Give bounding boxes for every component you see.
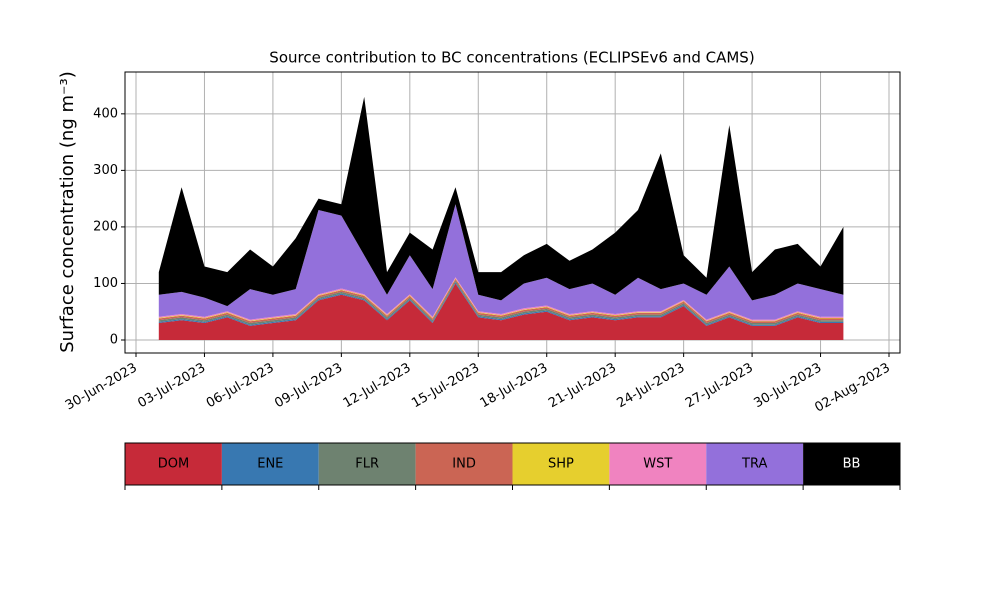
x-tick-label: 03-Jul-2023 xyxy=(135,361,208,412)
y-tick-label: 400 xyxy=(93,106,118,121)
area xyxy=(158,96,844,307)
y-tick-label: 100 xyxy=(93,276,118,291)
legend-label: WST xyxy=(643,457,672,472)
x-tick-label: 15-Jul-2023 xyxy=(409,361,482,412)
legend-swatch xyxy=(125,443,222,485)
chart-title: Source contribution to BC concentrations… xyxy=(269,49,754,67)
legend-label: TRA xyxy=(741,457,767,472)
area xyxy=(158,204,844,320)
legend-label: ENE xyxy=(257,457,283,472)
legend-label: BB xyxy=(843,457,861,472)
x-tick-label: 24-Jul-2023 xyxy=(615,361,688,412)
legend-swatch xyxy=(318,443,416,485)
legend-swatch xyxy=(221,443,319,485)
x-tick-label: 30-Jun-2023 xyxy=(63,361,140,414)
y-axis-label: Surface concentration (ng m⁻³) xyxy=(57,71,78,353)
x-tick-label: 27-Jul-2023 xyxy=(683,361,756,412)
legend-swatch xyxy=(609,443,707,485)
legend-swatch xyxy=(803,443,900,485)
legend-label: SHP xyxy=(548,457,574,472)
x-tick-label: 02-Aug-2023 xyxy=(812,361,892,416)
x-tick-label: 21-Jul-2023 xyxy=(546,361,619,412)
y-tick-label: 200 xyxy=(93,219,118,234)
plot-frame xyxy=(124,71,901,354)
legend-swatch xyxy=(415,443,513,485)
legend-label: FLR xyxy=(355,457,379,472)
x-tick-label: 18-Jul-2023 xyxy=(478,361,551,412)
x-tick-label: 12-Jul-2023 xyxy=(341,361,414,412)
x-tick-label: 09-Jul-2023 xyxy=(272,361,345,412)
legend-swatch xyxy=(512,443,610,485)
y-tick-label: 300 xyxy=(93,163,118,178)
x-tick-label: 06-Jul-2023 xyxy=(204,361,277,412)
y-tick-label: 0 xyxy=(110,332,118,347)
legend-swatch xyxy=(706,443,804,485)
legend-label: DOM xyxy=(158,457,189,472)
areas xyxy=(158,96,844,340)
area xyxy=(158,283,844,340)
legend-label: IND xyxy=(452,457,476,472)
